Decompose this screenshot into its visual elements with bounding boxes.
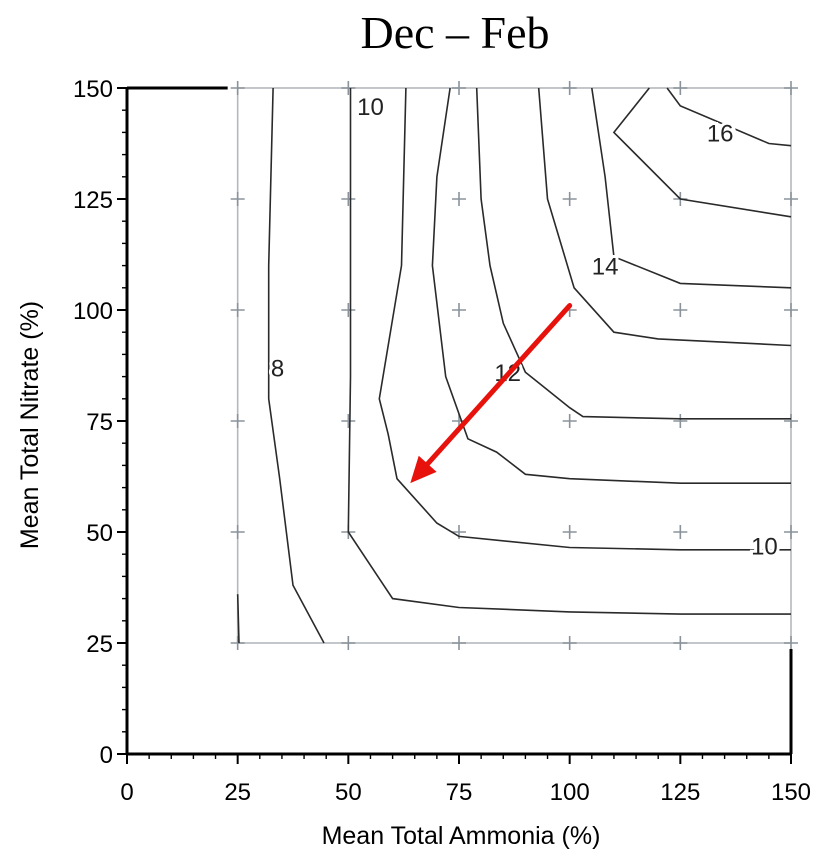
grid-point-marker	[784, 525, 798, 539]
contour-label: 10	[357, 94, 384, 121]
x-tick-label: 150	[771, 779, 811, 806]
y-tick-label: 0	[100, 742, 113, 769]
grid-point-marker	[452, 636, 466, 650]
grid-point-marker	[230, 525, 245, 539]
y-tick-label: 50	[86, 520, 113, 547]
grid-point-marker	[230, 303, 245, 317]
contour-label: 8	[271, 356, 284, 383]
grid-point-marker	[784, 636, 798, 650]
grid-point-marker	[673, 636, 688, 650]
contour-line	[431, 87, 791, 484]
x-tick-label: 75	[446, 779, 473, 806]
plot-area: 8101214161002550751001251500255075100125…	[73, 76, 811, 806]
grid-point-marker	[230, 81, 245, 95]
contour-label: 14	[592, 254, 619, 281]
grid-point-marker	[784, 414, 798, 428]
grid-point-marker	[452, 192, 466, 206]
grid-point-marker	[452, 303, 466, 317]
contour-line	[537, 87, 792, 347]
contour-label: 10	[751, 533, 778, 560]
grid-point-marker	[341, 414, 356, 428]
chart-title: Dec – Feb	[360, 7, 549, 58]
grid-point-marker	[562, 81, 577, 95]
y-tick-label: 125	[73, 187, 113, 214]
x-tick-label: 100	[550, 779, 590, 806]
grid-point-marker	[562, 192, 577, 206]
x-tick-label: 50	[335, 779, 362, 806]
x-tick-label: 0	[120, 779, 133, 806]
arrow-head	[410, 455, 437, 484]
contour-line	[591, 87, 792, 289]
grid-point-marker	[341, 81, 356, 95]
contour-line	[666, 87, 792, 147]
grid-point-marker	[230, 636, 245, 650]
grid-point-marker	[230, 192, 245, 206]
grid-point-marker	[562, 636, 577, 650]
grid-point-marker	[452, 81, 466, 95]
grid-point-marker	[673, 525, 688, 539]
grid-point-marker	[341, 636, 356, 650]
x-axis-label: Mean Total Ammonia (%)	[322, 822, 601, 850]
grid-point-marker	[673, 303, 688, 317]
y-axis-label: Mean Total Nitrate (%)	[16, 301, 44, 549]
grid-point-marker	[562, 414, 577, 428]
contour-line	[612, 87, 792, 218]
grid-point-marker	[784, 192, 798, 206]
contour-label: 16	[707, 120, 734, 147]
contour-line	[236, 594, 240, 644]
grid-point-marker	[673, 414, 688, 428]
contour-line	[378, 87, 791, 551]
y-tick-label: 100	[73, 298, 113, 325]
y-tick-label: 150	[73, 76, 113, 103]
arrow-shaft	[425, 303, 573, 467]
grid-point-marker	[341, 192, 356, 206]
grid-point-marker	[784, 81, 798, 95]
y-tick-label: 25	[86, 631, 113, 658]
grid-domain-box	[236, 87, 792, 644]
x-tick-label: 25	[224, 779, 251, 806]
grid-point-marker	[341, 303, 356, 317]
contour-line	[475, 87, 791, 420]
grid-point-marker	[562, 525, 577, 539]
grid-point-marker	[230, 414, 245, 428]
contour-line	[267, 87, 325, 644]
grid-point-marker	[784, 303, 798, 317]
y-tick-label: 75	[86, 409, 113, 436]
x-tick-label: 125	[660, 779, 700, 806]
grid-point-marker	[673, 81, 688, 95]
contour-line	[347, 88, 791, 615]
